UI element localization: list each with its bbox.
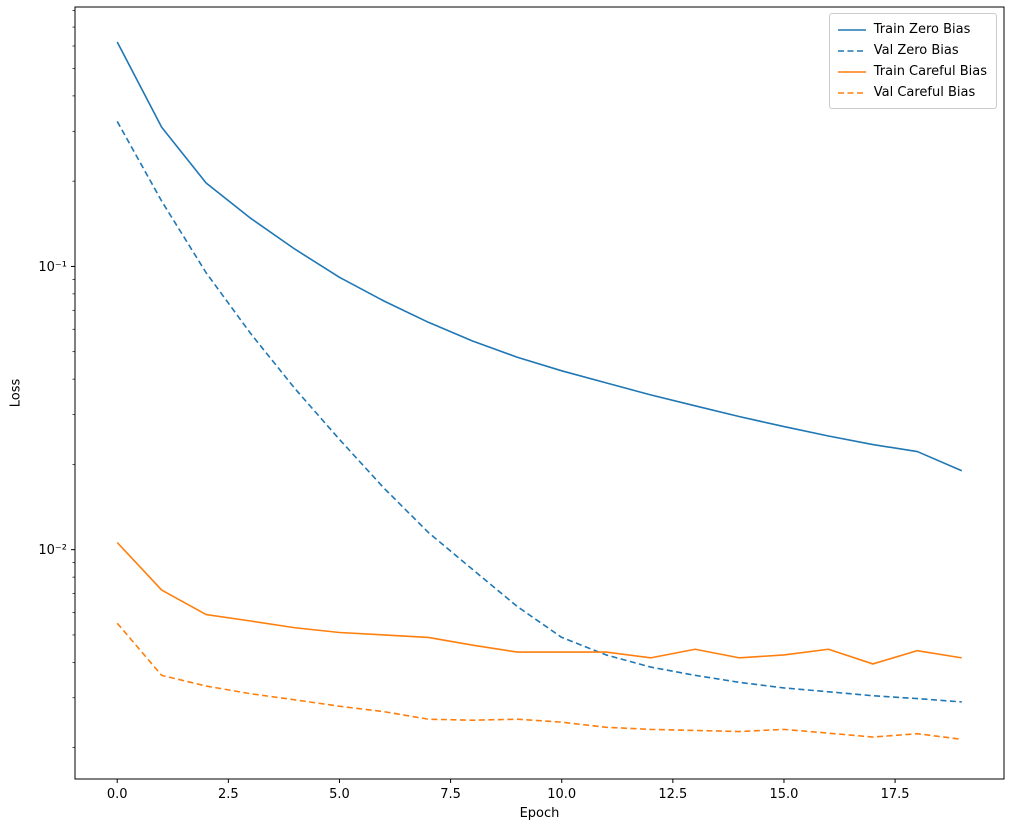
legend-item: Train Zero Bias: [837, 19, 987, 40]
x-tick-label: 12.5: [658, 787, 687, 802]
legend-item: Val Zero Bias: [837, 40, 987, 61]
line-train-careful-bias: [116, 541, 962, 665]
x-tick-label: 5.0: [329, 787, 350, 802]
x-tick-label: 10.0: [547, 787, 576, 802]
legend-line-sample: [837, 70, 866, 73]
axes-frame: [74, 6, 1005, 780]
legend-label: Train Careful Bias: [873, 64, 987, 79]
legend-item: Train Careful Bias: [837, 61, 987, 82]
legend-label: Val Careful Bias: [873, 85, 976, 100]
y-tick-label: 10⁻²: [38, 543, 67, 558]
line-train-zero-bias: [116, 41, 963, 472]
legend: Train Zero Bias Val Zero Bias Train Carefu…: [828, 13, 997, 109]
legend-item: Val Careful Bias: [837, 82, 987, 103]
x-tick-label: 17.5: [881, 787, 910, 802]
legend-line-sample: [837, 49, 866, 52]
x-tick-label: 2.5: [218, 787, 239, 802]
legend-line-sample: [837, 28, 866, 31]
x-tick-label: 15.0: [769, 787, 798, 802]
legend-line-sample: [837, 91, 866, 94]
line-val-zero-bias: [116, 121, 962, 703]
legend-label: Val Zero Bias: [873, 43, 959, 58]
x-tick-label: 7.5: [440, 787, 461, 802]
x-axis-label: Epoch: [519, 806, 560, 821]
line-val-careful-bias: [116, 622, 962, 741]
legend-label: Train Zero Bias: [873, 22, 971, 37]
y-axis-label: Loss: [8, 378, 24, 408]
y-tick-label: 10⁻¹: [38, 260, 67, 275]
x-tick-label: 0.0: [107, 787, 128, 802]
